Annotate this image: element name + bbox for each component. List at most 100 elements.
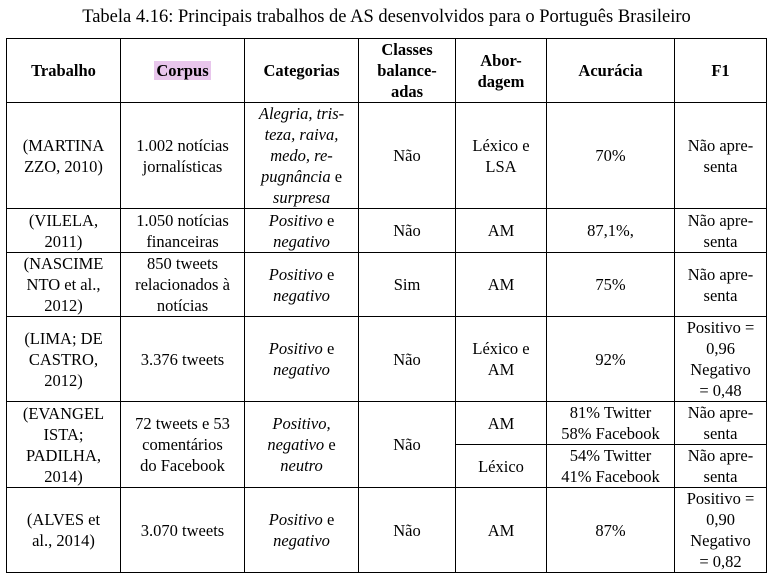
cell-abordagem: AM xyxy=(455,401,547,445)
cell-trabalho-line: (VILELA, xyxy=(28,210,99,230)
cell-classes-line: Não xyxy=(393,221,421,240)
cell-categorias: Positivo, negativo e neutro xyxy=(244,401,359,488)
header-classes: Classes balance-adas xyxy=(358,38,456,103)
table-row: Léxico 54% Twitter 41% Facebook Não apre-se… xyxy=(7,444,767,488)
cell-trabalho-line: PADILHA, xyxy=(25,445,102,465)
cell-corpus: 850 tweets relacionados à notícias xyxy=(120,252,245,317)
cell-f1-line: Negativo xyxy=(690,360,751,379)
cell-corpus: 3.376 tweets xyxy=(120,316,245,402)
cell-acuracia: 87,1%, xyxy=(546,208,675,253)
cell-abordagem-line: Léxico e xyxy=(472,135,530,155)
cell-trabalho: (LIMA; DE CASTRO, 2012) xyxy=(6,316,121,402)
cell-classes: Não xyxy=(358,487,456,573)
cell-corpus: 3.070 tweets xyxy=(120,487,245,573)
header-corpus: Corpus xyxy=(120,38,245,103)
cell-abordagem: AM xyxy=(455,208,547,253)
cell-categorias: Positivo e negativo xyxy=(244,208,359,253)
cell-classes: Não xyxy=(358,401,456,488)
cell-abordagem-line: AM xyxy=(487,275,515,294)
category-term: pugnância xyxy=(260,167,331,186)
cell-f1-line: Não apre- xyxy=(687,264,754,284)
cell-f1: Positivo = 0,96 Negativo = 0,48 xyxy=(674,316,767,402)
cell-categorias: Positivo e negativo xyxy=(244,252,359,317)
category-connector: e xyxy=(330,167,343,186)
cell-trabalho-line: (LIMA; DE xyxy=(24,328,103,348)
category-term: medo, re- xyxy=(270,146,333,165)
cell-corpus-line: 3.070 tweets xyxy=(140,520,225,540)
cell-categorias-line: Positivo, xyxy=(249,413,354,434)
cell-abordagem: AM xyxy=(455,252,547,317)
category-term: negativo xyxy=(267,435,325,454)
category-term: Positivo xyxy=(268,510,323,529)
header-classes-line: adas xyxy=(390,82,424,101)
category-term: surpresa xyxy=(272,188,331,207)
cell-abordagem: Léxico e AM xyxy=(455,316,547,402)
category-term: Positivo, xyxy=(272,414,331,433)
cell-trabalho-line: (MARTINA xyxy=(22,135,105,155)
cell-classes-line: Não xyxy=(393,520,421,540)
corpus-highlight: Corpus xyxy=(154,61,211,80)
cell-classes: Não xyxy=(358,208,456,253)
header-abordagem-line: dagem xyxy=(477,71,525,91)
cell-f1-line: = 0,82 xyxy=(699,552,742,571)
cell-corpus-line: comentários xyxy=(142,435,223,454)
cell-f1: Positivo = 0,90 Negativo = 0,82 xyxy=(674,487,767,573)
cell-acuracia-line: 81% Twitter xyxy=(569,403,652,422)
cell-trabalho-line: 2012) xyxy=(44,296,83,315)
cell-trabalho-line: 2012) xyxy=(44,370,83,390)
cell-abordagem-line: Léxico xyxy=(478,456,524,476)
table-row: (MARTINA ZZO, 2010) 1.002 notícias jornalís… xyxy=(6,102,767,209)
cell-acuracia: 54% Twitter 41% Facebook xyxy=(546,444,675,488)
category-connector: e xyxy=(322,339,335,358)
cell-acuracia-line: 92% xyxy=(595,349,626,369)
cell-acuracia-line: 75% xyxy=(595,275,626,294)
category-term: teza, raiva, xyxy=(264,125,339,144)
cell-trabalho-line: ZZO, 2010) xyxy=(24,156,103,176)
cell-categorias-line: pugnância e xyxy=(249,166,354,187)
cell-abordagem-line: LSA xyxy=(485,156,517,176)
header-abordagem-line: Abor- xyxy=(480,50,522,70)
header-row: Trabalho Corpus Categorias Classes balanc… xyxy=(6,38,767,103)
cell-corpus: 1.050 notícias financeiras xyxy=(120,208,245,253)
cell-corpus-line: 3.376 tweets xyxy=(140,349,225,369)
cell-acuracia-line: 87,1%, xyxy=(587,221,634,240)
cell-trabalho-line: ISTA; xyxy=(43,424,84,444)
cell-categorias-line: surpresa xyxy=(249,187,354,208)
cell-f1-line: Negativo xyxy=(690,531,751,550)
cell-f1: Não apre-senta xyxy=(674,444,767,488)
table-row: (EVANGEL ISTA; PADILHA, 2014) 72 tweets e 53… xyxy=(6,401,767,488)
cell-f1-line: senta xyxy=(703,467,738,486)
cell-f1-line: senta xyxy=(703,424,738,443)
cell-corpus-line: jornalísticas xyxy=(142,156,223,176)
cell-trabalho-line: (EVANGEL xyxy=(22,403,105,423)
cell-abordagem: AM xyxy=(455,487,547,573)
category-term: negativo xyxy=(273,231,330,251)
cell-categorias: Positivo e negativo xyxy=(244,316,359,402)
cell-classes-line: Sim xyxy=(393,275,421,294)
category-term: negativo xyxy=(273,531,330,550)
cell-classes-line: Não xyxy=(393,349,421,369)
cell-corpus-line: 850 tweets xyxy=(146,254,219,273)
cell-f1-line: Não apre- xyxy=(687,210,754,230)
cell-acuracia-line: 54% Twitter xyxy=(569,446,652,465)
cell-abordagem: Léxico e LSA xyxy=(455,102,547,209)
cell-f1-line: senta xyxy=(703,285,738,305)
header-classes-line: Classes xyxy=(381,40,433,59)
cell-acuracia-line: 58% Facebook xyxy=(561,424,660,443)
cell-categorias-line: medo, re- xyxy=(249,145,354,166)
category-term: Positivo xyxy=(268,339,323,358)
cell-f1: Não apre-senta xyxy=(674,401,767,445)
category-term: negativo xyxy=(273,285,330,305)
cell-acuracia: 81% Twitter 58% Facebook xyxy=(546,401,675,445)
cell-trabalho: (NASCIME NTO et al., 2012) xyxy=(6,252,121,317)
cell-acuracia: 75% xyxy=(546,252,675,317)
category-term: Alegria, tris- xyxy=(258,104,345,123)
cell-f1-line: = 0,48 xyxy=(699,381,742,400)
header-classes-line: balance- xyxy=(377,61,437,80)
cell-categorias-line: negativo xyxy=(249,530,354,551)
cell-acuracia: 87% xyxy=(546,487,675,573)
cell-classes: Não xyxy=(358,316,456,402)
cell-acuracia-line: 41% Facebook xyxy=(561,467,660,486)
cell-categorias-line: Positivo e xyxy=(249,264,354,285)
cell-f1-line: 0,96 xyxy=(706,339,735,358)
